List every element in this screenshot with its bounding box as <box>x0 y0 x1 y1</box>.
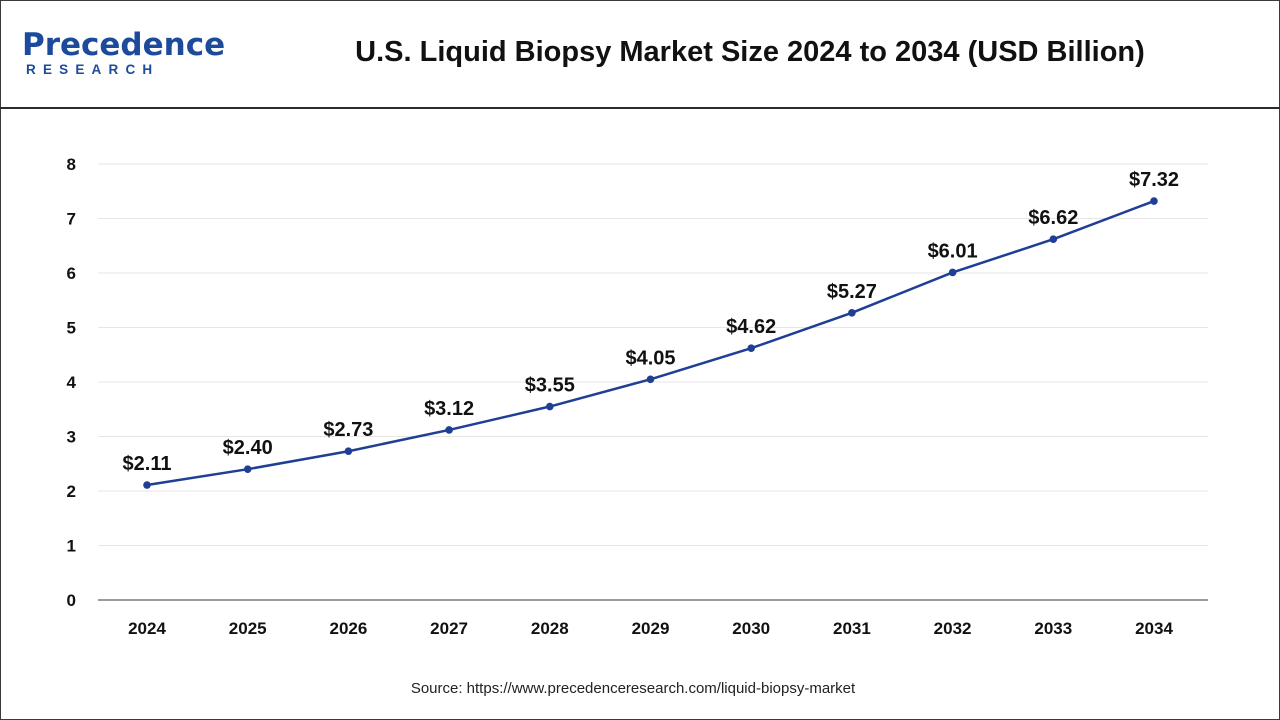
y-tick-label: 6 <box>67 264 76 283</box>
data-label: $2.73 <box>323 419 373 441</box>
y-tick-label: 0 <box>67 591 76 610</box>
series-line-layer <box>145 199 1156 487</box>
data-point <box>445 426 453 434</box>
data-point <box>646 375 655 384</box>
data-label: $2.11 <box>123 453 172 475</box>
data-point <box>1150 197 1158 205</box>
data-labels: $2.11 $2.40 $2.73 $3.12 $3.55 $4.05 $4.62 $5.27… <box>123 169 1180 475</box>
data-point <box>546 402 554 411</box>
chart-title: U.S. Liquid Biopsy Market Size 2024 to 2… <box>355 36 1145 68</box>
data-label: $6.62 <box>1028 207 1078 229</box>
data-point <box>143 481 151 489</box>
data-point <box>848 308 856 317</box>
data-label: $3.12 <box>424 398 474 420</box>
series-line <box>145 199 1156 487</box>
x-tick-label: 2033 <box>1034 619 1072 638</box>
data-label: $5.27 <box>827 281 877 303</box>
data-point <box>1049 235 1058 244</box>
x-tick-label: 2032 <box>934 619 972 638</box>
x-tick-label: 2029 <box>632 619 670 638</box>
header: Precedence RESEARCH U.S. Liquid Biopsy M… <box>0 0 1280 109</box>
data-label: $7.32 <box>1129 169 1179 191</box>
y-tick-label: 7 <box>67 210 76 229</box>
x-tick-label: 2030 <box>732 619 770 638</box>
data-point <box>344 447 353 456</box>
y-tick-label: 3 <box>67 428 76 447</box>
data-point <box>243 465 252 474</box>
data-point <box>747 344 755 353</box>
x-tick-label: 2026 <box>329 619 367 638</box>
y-tick-label: 4 <box>67 373 77 392</box>
x-tick-label: 2031 <box>833 619 871 638</box>
y-tick-label: 2 <box>67 482 76 501</box>
x-tick-label: 2034 <box>1135 619 1173 638</box>
data-label: $4.05 <box>625 347 675 369</box>
data-label: $2.40 <box>223 437 273 459</box>
x-tick-label: 2028 <box>531 619 569 638</box>
logo-wordmark: Precedence <box>22 27 226 63</box>
y-tick-label: 5 <box>67 319 76 338</box>
data-label: $4.62 <box>726 316 776 338</box>
x-tick-label: 2025 <box>229 619 267 638</box>
data-points <box>143 197 1158 489</box>
source-note: Source: https://www.precedenceresearch.c… <box>410 680 856 697</box>
data-label: $3.55 <box>525 375 575 397</box>
data-label: $6.01 <box>928 240 978 262</box>
brand-logo[interactable]: Precedence RESEARCH <box>22 27 226 84</box>
axes: 0 1 2 3 4 5 6 7 8 2024 2025 2026 2027 2028 2029 2030 203… <box>67 155 1208 638</box>
x-tick-label: 2024 <box>128 619 166 638</box>
x-tick-label: 2027 <box>430 619 468 638</box>
data-point <box>948 268 957 277</box>
y-tick-label: 8 <box>67 155 76 174</box>
y-tick-label: 1 <box>67 537 76 556</box>
logo-subtitle: RESEARCH <box>26 62 160 77</box>
